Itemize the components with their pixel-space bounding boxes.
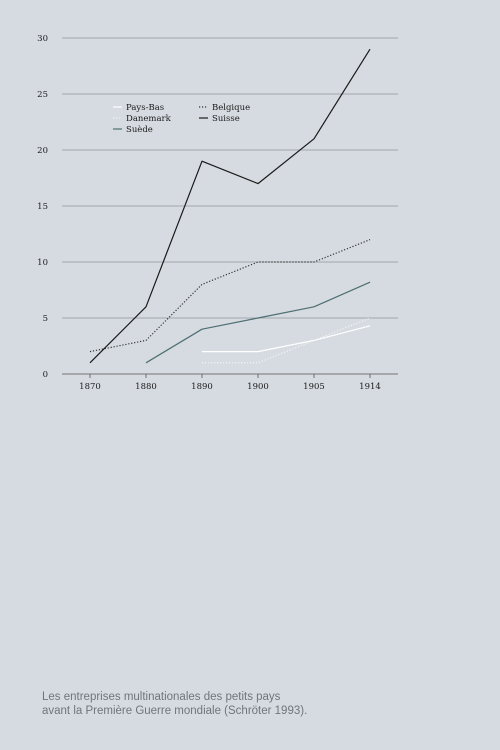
figure-caption: Les entreprises multinationales des peti…: [42, 690, 462, 718]
legend-label-pays-bas: Pays-Bas: [126, 103, 164, 113]
y-tick-label-5: 5: [43, 314, 48, 324]
y-tick-label-10: 10: [37, 258, 48, 268]
legend-label-belgique: Belgique: [212, 103, 250, 113]
series-line-pays-bas: [202, 325, 371, 353]
legend-label-danemark: Danemark: [126, 114, 172, 124]
series-line-belgique: [89, 239, 371, 353]
series-line-danemark: [202, 317, 371, 364]
x-tick-label-1914: 1914: [359, 382, 381, 392]
caption-line-1: Les entreprises multinationales des peti…: [42, 691, 281, 703]
y-tick-label-25: 25: [37, 90, 48, 100]
x-tick-label-1905: 1905: [303, 382, 325, 392]
series-line-suede: [145, 281, 371, 364]
legend-label-suisse: Suisse: [212, 114, 240, 124]
axes: 0 5 10 15 20 25 30 1870 1880 1890 1900 1905 1914: [37, 34, 381, 392]
caption-line-2: avant la Première Guerre mondiale (Schrö…: [42, 705, 308, 717]
x-tick-label-1870: 1870: [79, 382, 101, 392]
legend-label-suede: Suède: [126, 124, 153, 135]
y-tick-label-20: 20: [37, 146, 48, 156]
x-tick-label-1880: 1880: [135, 382, 157, 392]
y-tick-label-30: 30: [37, 34, 48, 44]
legend: Pays-Bas Belgique Danemark Suisse Suède: [113, 103, 250, 135]
x-tick-label-1890: 1890: [191, 382, 213, 392]
y-tick-label-0: 0: [43, 370, 48, 380]
series-line-suisse: [89, 48, 371, 364]
x-tick-label-1900: 1900: [247, 382, 269, 392]
series-lines: [89, 48, 371, 364]
y-tick-label-15: 15: [37, 202, 48, 212]
grid: [62, 37, 398, 375]
